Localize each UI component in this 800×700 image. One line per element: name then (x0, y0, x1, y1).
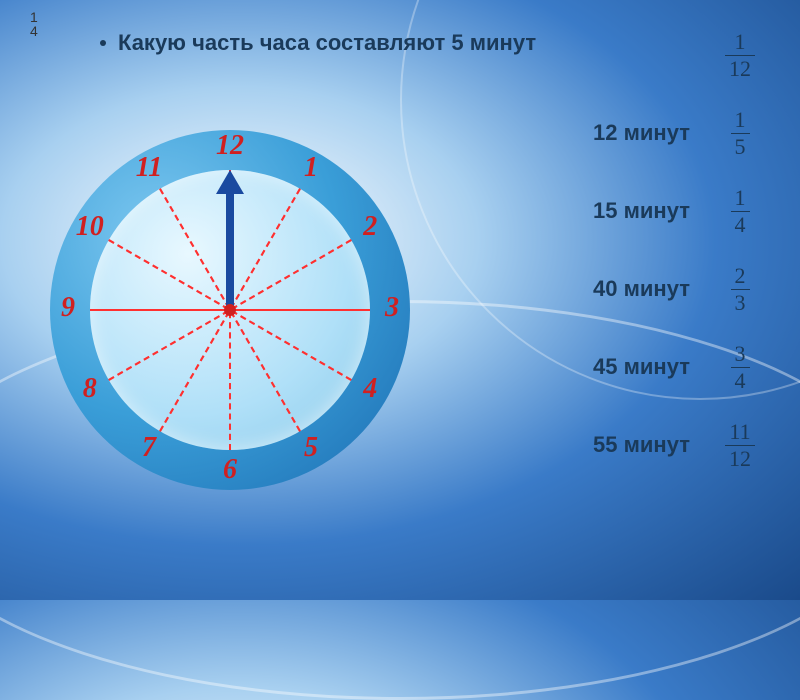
clock-number: 1 (291, 152, 331, 184)
fraction-row: 40 минут 23 (593, 259, 760, 319)
clock-number: 2 (350, 211, 390, 243)
fraction-row: 55 минут 1112 (593, 415, 760, 475)
fraction-denominator: 3 (731, 289, 750, 314)
fraction-label: 55 минут (593, 432, 690, 458)
fraction-denominator: 12 (725, 55, 755, 80)
fraction-row: 112 (593, 25, 760, 85)
fraction: 112 (720, 31, 760, 80)
clock: 12 12 3 45 6 78 9 10 11 (50, 130, 410, 490)
fraction-numerator: 3 (731, 343, 750, 367)
fraction-label: 12 минут (593, 120, 690, 146)
fraction-label: 15 минут (593, 198, 690, 224)
clock-number: 12 (210, 130, 250, 162)
fraction-list: 11212 минут1515 минут1440 минут2345 мину… (593, 25, 760, 475)
fraction: 23 (720, 265, 760, 314)
corner-bottom: 4 (30, 24, 38, 38)
fraction-numerator: 11 (725, 421, 754, 445)
fraction-numerator: 1 (731, 31, 750, 55)
fraction-label: 45 минут (593, 354, 690, 380)
title-row: Какую часть часа составляют 5 минут (100, 30, 536, 56)
fraction-denominator: 4 (731, 367, 750, 392)
clock-number: 10 (70, 211, 110, 243)
page-title: Какую часть часа составляют 5 минут (118, 30, 536, 56)
clock-number: 8 (70, 373, 110, 405)
fraction: 14 (720, 187, 760, 236)
corner-top: 1 (30, 10, 38, 24)
clock-number: 3 (372, 292, 412, 324)
fraction-row: 12 минут 15 (593, 103, 760, 163)
clock-number: 7 (129, 432, 169, 464)
corner-fraction: 1 4 (30, 10, 38, 38)
clock-center-dot (224, 304, 236, 316)
fraction-numerator: 1 (731, 187, 750, 211)
fraction: 15 (720, 109, 760, 158)
fraction-numerator: 1 (731, 109, 750, 133)
fraction: 34 (720, 343, 760, 392)
fraction-denominator: 5 (731, 133, 750, 158)
clock-number: 11 (129, 152, 169, 184)
fraction-denominator: 12 (725, 445, 755, 470)
fraction-denominator: 4 (731, 211, 750, 236)
fraction-numerator: 2 (731, 265, 750, 289)
bullet-icon (100, 40, 106, 46)
clock-hand (226, 190, 234, 310)
clock-number: 5 (291, 432, 331, 464)
fraction-row: 45 минут 34 (593, 337, 760, 397)
fraction: 1112 (720, 421, 760, 470)
clock-number: 4 (350, 373, 390, 405)
fraction-label: 40 минут (593, 276, 690, 302)
fraction-row: 15 минут 14 (593, 181, 760, 241)
clock-number: 6 (210, 454, 250, 486)
clock-number: 9 (48, 292, 88, 324)
